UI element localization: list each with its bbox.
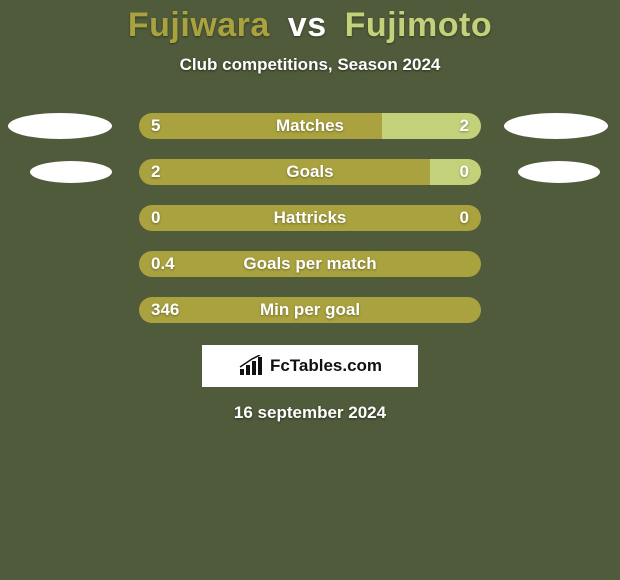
stat-bar: 0.4Goals per match xyxy=(139,251,481,277)
player1-logo-ellipse xyxy=(30,161,112,183)
bar-segment-left xyxy=(139,159,430,185)
date: 16 september 2024 xyxy=(0,403,620,423)
subtitle: Club competitions, Season 2024 xyxy=(0,55,620,75)
logo-box: FcTables.com xyxy=(202,345,418,387)
bar-segment-left xyxy=(139,205,481,231)
player2-name: Fujimoto xyxy=(345,6,493,44)
player1-logo-ellipse xyxy=(8,113,112,139)
bar-segment-right xyxy=(382,113,481,139)
bar-segment-left xyxy=(139,113,382,139)
vs-label: vs xyxy=(288,6,327,44)
stat-row: 20Goals xyxy=(0,159,620,185)
comparison-infographic: Fujiwara vs Fujimoto Club competitions, … xyxy=(0,0,620,580)
stat-row: 346Min per goal xyxy=(0,297,620,323)
stat-bar: 52Matches xyxy=(139,113,481,139)
stat-row: 52Matches xyxy=(0,113,620,139)
player2-logo-ellipse xyxy=(518,161,600,183)
stat-bar: 346Min per goal xyxy=(139,297,481,323)
stat-row: 0.4Goals per match xyxy=(0,251,620,277)
chart-icon xyxy=(238,355,264,377)
stat-bar: 20Goals xyxy=(139,159,481,185)
page-title: Fujiwara vs Fujimoto xyxy=(0,6,620,45)
stat-bar: 00Hattricks xyxy=(139,205,481,231)
logo-text: FcTables.com xyxy=(270,356,382,376)
bar-segment-right xyxy=(430,159,481,185)
player1-name: Fujiwara xyxy=(128,6,270,44)
bar-segment-left xyxy=(139,251,481,277)
stat-rows: 52Matches 20Goals 00Hattricks 0.4Goals per … xyxy=(0,113,620,323)
bar-segment-left xyxy=(139,297,481,323)
stat-row: 00Hattricks xyxy=(0,205,620,231)
player2-logo-ellipse xyxy=(504,113,608,139)
